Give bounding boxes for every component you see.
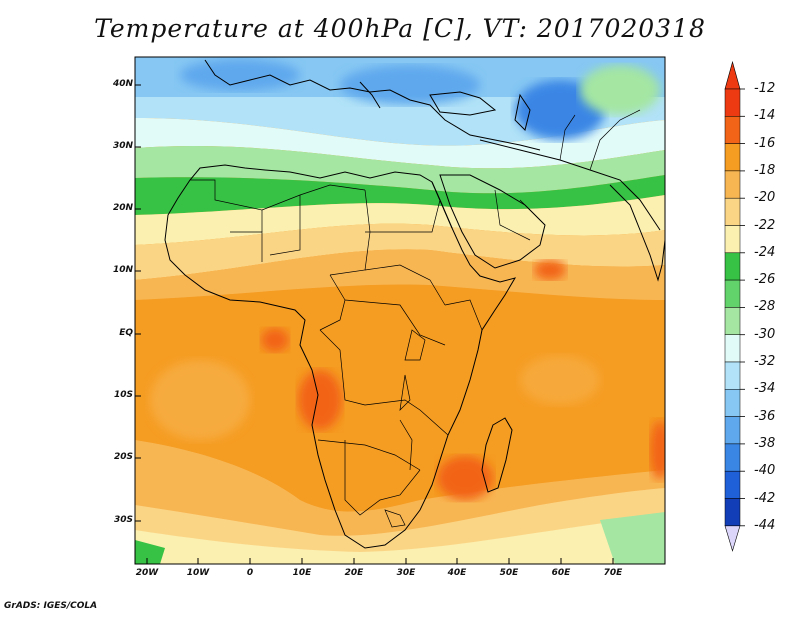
lat-label-40n: 40N — [112, 79, 133, 89]
colorbar-label: -36 — [754, 408, 776, 424]
grads-credit: GrADS: IGES/COLA — [4, 601, 98, 611]
lat-label-30s: 30S — [113, 515, 133, 525]
colorbar-label: -30 — [754, 326, 776, 342]
colorbar-label: -28 — [754, 299, 776, 315]
lon-label-50e: 50E — [499, 568, 519, 578]
colorbar-top-arrow — [724, 60, 741, 90]
colorbar-bottom-arrow — [724, 525, 741, 552]
lat-label-10s: 10S — [113, 390, 133, 400]
lat-label-10n: 10N — [112, 265, 133, 275]
lon-label-70e: 70E — [603, 568, 623, 578]
temperature-field — [135, 57, 665, 564]
colorbar-label: -42 — [754, 490, 776, 506]
colorbar-label: -32 — [754, 354, 776, 369]
lat-label-20n: 20N — [112, 203, 133, 213]
lat-label-20s: 20S — [113, 452, 133, 462]
colorbar-segment — [724, 416, 741, 445]
colorbar-label: -22 — [754, 217, 776, 233]
lon-label-20w: 20W — [135, 568, 159, 578]
colorbar-label: -26 — [754, 272, 776, 288]
colorbar-segment — [724, 334, 741, 363]
colorbar-label: -20 — [754, 190, 776, 206]
colorbar-segment — [724, 88, 741, 117]
colorbar-segment — [724, 470, 741, 499]
country-borders — [190, 109, 641, 528]
colorbar-label: -14 — [754, 108, 776, 124]
lon-label-30e: 30E — [396, 568, 416, 578]
colorbar-label: -18 — [754, 162, 776, 178]
lon-label-10e: 10E — [292, 568, 312, 578]
axis-ticks — [135, 84, 614, 564]
colorbar-segment — [724, 116, 741, 144]
colorbar-segment — [724, 197, 741, 226]
plot-frame — [134, 56, 666, 565]
lon-label-20e: 20E — [344, 568, 364, 578]
lon-label-60e: 60E — [551, 568, 571, 578]
colorbar-segment — [724, 361, 741, 390]
colorbar-label: -12 — [754, 81, 776, 96]
chart-title: Temperature at 400hPa [C], VT: 201702031… — [94, 14, 706, 43]
colorbar-segment — [724, 279, 741, 308]
colorbar-label: -24 — [754, 244, 776, 260]
colorbar-segment — [724, 498, 741, 527]
colorbar-label: -44 — [754, 517, 776, 533]
colorbar-segment — [724, 443, 741, 472]
colorbar-segment — [724, 170, 741, 199]
lon-label-40e: 40E — [447, 568, 467, 578]
lat-label-eq: EQ — [119, 328, 133, 338]
colorbar-segment — [724, 143, 741, 172]
colorbar-segment — [724, 307, 741, 335]
lon-label-10w: 10W — [186, 568, 210, 578]
colorbar-label: -34 — [754, 381, 776, 397]
colorbar-segment — [724, 252, 741, 281]
colorbar-segment — [724, 389, 741, 417]
lon-label-0: 0 — [246, 568, 254, 578]
colorbar-segment — [724, 225, 741, 254]
colorbar-label: -38 — [754, 435, 776, 451]
lat-label-30n: 30N — [112, 141, 133, 151]
colorbar-label: -16 — [754, 135, 776, 151]
colorbar-label: -40 — [754, 463, 776, 479]
